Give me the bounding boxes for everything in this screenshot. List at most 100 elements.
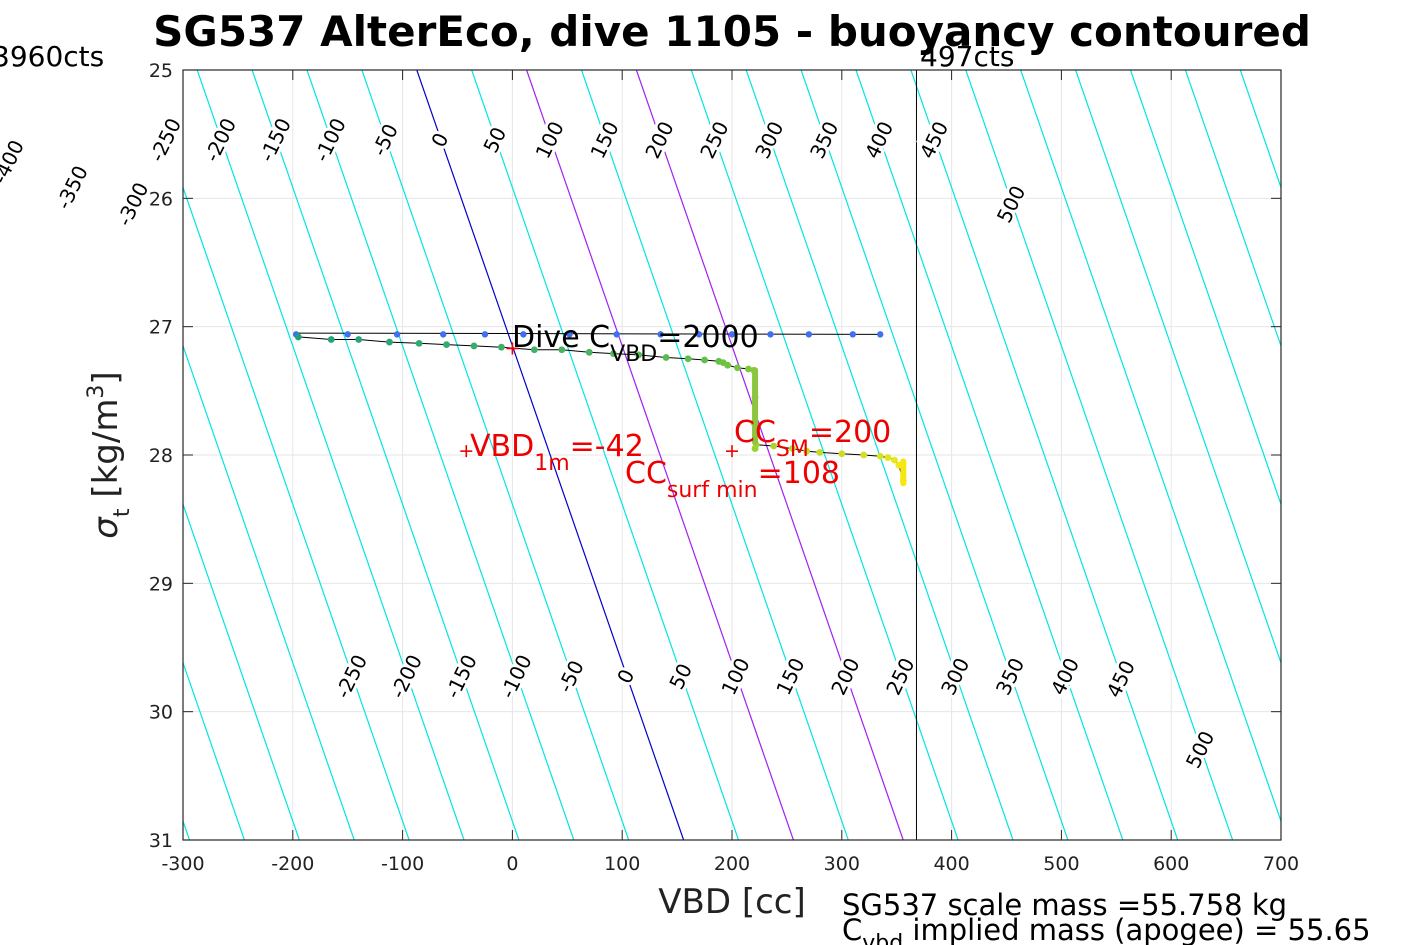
contour-line [855,70,1124,840]
contour-label: -250 [145,114,186,165]
contour-line [910,70,1179,840]
contour-label: -250 [331,651,372,702]
ascent-point [803,447,811,455]
x-tick-label: 400 [933,853,969,875]
contour-label: 500 [992,182,1030,227]
x-tick-label: 700 [1263,853,1299,875]
descent-point [805,331,813,338]
ascent-point [745,365,752,373]
descent-point [393,331,401,338]
descent-point [481,331,489,338]
contour-label: -150 [440,651,481,702]
dive-cvbd-value: =2000 [657,320,758,355]
contour-line [416,70,685,840]
contour-label: 50 [478,123,511,156]
implied-mass-rest: implied mass (apogee) = 55.65 [903,913,1370,945]
ccsurf-value: =108 [758,456,840,491]
vbd1m-prefix: VBD [470,429,534,464]
contour-label: 150 [585,118,623,163]
ascent-point [470,342,478,350]
contour-line [690,70,959,840]
contour-label: 100 [716,654,754,699]
contour-label: 450 [1102,657,1140,702]
corner-right-counts: 497cts [920,40,1014,73]
ascent-point [816,449,824,456]
contour-label: 200 [826,654,864,699]
contour-label: -50 [367,120,403,160]
ascent-point [701,356,708,364]
descent-point [767,331,774,338]
x-tick-label: 500 [1043,853,1079,875]
ascent-point [662,354,670,361]
descent-point [877,331,884,338]
y-axis-label-sigma: σ [86,516,126,539]
ascent-point [860,451,868,459]
y-tick-label: 31 [149,830,173,852]
axis-ticks: -300 -200 -100 0 100 200 300 400 500 600 700252627… [149,60,1299,875]
annotation-markers [460,342,738,458]
y-axis-label: σt [kg/m3] [84,371,135,538]
ascent-point [498,343,505,351]
contour-label: 450 [915,118,953,163]
ascent-point [734,364,741,372]
contour-line [1295,70,1417,840]
contour-line [965,70,1234,840]
descent-point [440,331,447,338]
contour-line [1129,70,1281,507]
dive-series [292,331,907,487]
ascent-point [530,346,538,354]
x-tick-label: -200 [271,853,314,875]
contour-label: 150 [771,654,809,699]
ascent-point [635,351,643,359]
ccsurf-annotation: CCsurf min=108 [625,456,840,503]
x-axis-label: VBD [cc] [658,882,806,922]
contour-line [1075,70,1281,665]
descent-line [296,332,881,335]
descent-point [344,331,351,338]
implied-mass-sub: vbd [862,931,903,945]
ascent-point [876,452,884,460]
contour-label: -200 [200,114,241,165]
contour-line [361,70,630,840]
contour-line [635,70,904,840]
implied-mass-text: Cvbd implied mass (apogee) = 55.65 [842,913,1371,945]
implied-mass-prefix: C [842,913,862,945]
contour-label: -150 [254,114,295,165]
contour-label: -200 [385,651,426,702]
y-tick-label: 27 [149,317,173,339]
contour-label: 400 [860,118,898,163]
x-tick-label: -300 [161,853,204,875]
contour-line [1184,70,1281,348]
contour-line [196,70,465,840]
contour-label: 100 [531,118,569,163]
contour-label: 300 [936,654,974,699]
ascent-point [443,341,450,349]
contour-label: 350 [991,654,1029,699]
ascent-point [684,355,692,363]
y-tick-label: 28 [149,445,173,467]
contour-line [251,70,520,840]
vbd1m-sub: 1m [534,451,569,476]
contour-line [800,70,1069,840]
contour-line [183,660,245,840]
ccsm-annotation: CCSM=200 [734,415,891,462]
contour-label: 350 [805,118,843,163]
ccsurf-sub: surf min [667,478,758,503]
contour-label: 300 [750,118,788,163]
ascent-point [415,339,423,347]
contour-line [1405,70,1417,840]
contour-label: -50 [553,656,589,696]
dive-cvbd-annotation: Dive CVBD=2000 [512,320,759,367]
ascent-point [355,336,363,343]
ascent-point [294,333,302,341]
ccsurf-prefix: CC [625,456,667,491]
contour-line [1020,70,1281,824]
contour-label: -100 [495,651,536,702]
ascent-point [386,338,393,346]
contour-label: -300 [112,178,153,229]
descent-point [695,331,703,338]
x-tick-label: 200 [714,853,750,875]
contour-line [471,70,740,840]
contour-label: 250 [695,118,733,163]
